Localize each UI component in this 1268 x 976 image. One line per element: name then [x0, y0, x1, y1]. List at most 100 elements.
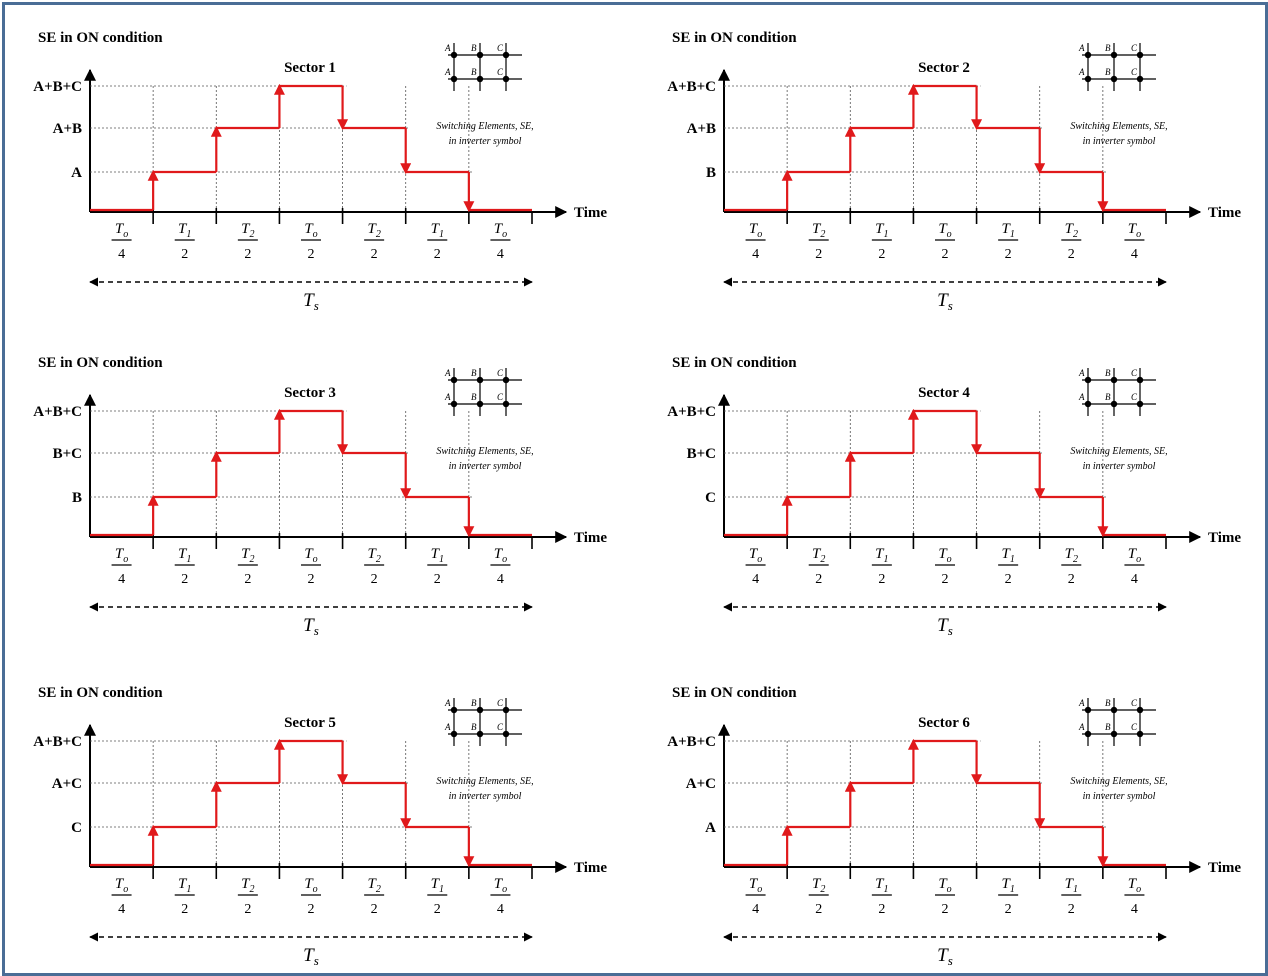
switch-letter: A: [444, 698, 451, 708]
switch-letter: A: [1078, 43, 1085, 53]
switch-node: [476, 706, 484, 714]
fraction-numerator: To: [749, 876, 762, 895]
fraction-numerator: T2: [367, 221, 380, 240]
switch-node: [1110, 400, 1118, 408]
legend-caption: in inverter symbol: [1083, 461, 1156, 472]
fraction-denominator: 2: [1068, 572, 1075, 587]
x-axis-label: Time: [1208, 530, 1241, 546]
fraction-denominator: 4: [752, 902, 759, 917]
x-axis-label: Time: [1208, 860, 1241, 876]
switch-letter: A: [1078, 698, 1085, 708]
switch-letter: A: [444, 392, 451, 402]
period-label: Ts: [937, 615, 953, 638]
fraction-denominator: 2: [815, 572, 822, 587]
switch-letter: B: [471, 698, 477, 708]
switch-letter: C: [497, 368, 504, 378]
fraction-numerator: To: [304, 876, 317, 895]
fraction-numerator: To: [749, 221, 762, 240]
switch-letter: B: [471, 43, 477, 53]
fraction-numerator: To: [938, 546, 951, 565]
fraction-denominator: 2: [878, 247, 885, 262]
legend-caption: Switching Elements, SE,: [1070, 446, 1167, 457]
sector-title: Sector 5: [284, 715, 336, 731]
fraction-numerator: T2: [812, 546, 825, 565]
legend-caption: in inverter symbol: [449, 136, 522, 147]
switch-letter: A: [444, 368, 451, 378]
y-level-label: A+C: [52, 776, 82, 792]
switch-node: [1084, 706, 1092, 714]
y-level-label: A+B+C: [33, 404, 82, 420]
y-level-label: A+B+C: [33, 734, 82, 750]
fraction-numerator: T1: [431, 221, 444, 240]
fraction-denominator: 2: [1005, 902, 1012, 917]
x-axis-label: Time: [574, 860, 607, 876]
sector-panel: SE in ON condition Sector 1 Time A A+B A+B+C T…: [33, 30, 607, 313]
fraction-numerator: T1: [1001, 221, 1014, 240]
switch-letter: A: [1078, 722, 1085, 732]
x-axis-label: Time: [574, 530, 607, 546]
fraction-numerator: To: [115, 546, 128, 565]
fraction-numerator: T1: [875, 546, 888, 565]
fraction-denominator: 2: [371, 247, 378, 262]
switch-letter: B: [471, 722, 477, 732]
fraction-numerator: To: [494, 546, 507, 565]
fraction-denominator: 4: [118, 572, 125, 587]
fraction-denominator: 4: [752, 572, 759, 587]
switch-letter: B: [1105, 698, 1111, 708]
fraction-numerator: To: [938, 221, 951, 240]
fraction-numerator: T1: [1001, 546, 1014, 565]
switch-node: [450, 706, 458, 714]
fraction-denominator: 2: [878, 902, 885, 917]
switch-node: [502, 376, 510, 384]
fraction-denominator: 2: [181, 247, 188, 262]
legend-caption: Switching Elements, SE,: [436, 121, 533, 132]
switch-letter: A: [1078, 67, 1085, 77]
switch-node: [502, 706, 510, 714]
y-level-label: A+B: [53, 121, 82, 137]
switch-node: [1084, 730, 1092, 738]
y-axis-label: SE in ON condition: [672, 355, 797, 371]
fraction-denominator: 2: [308, 902, 315, 917]
sector-panel: SE in ON condition Sector 2 Time B A+B A+B+C T…: [667, 30, 1241, 313]
fraction-numerator: To: [749, 546, 762, 565]
y-axis-label: SE in ON condition: [38, 685, 163, 701]
switch-letter: B: [1105, 67, 1111, 77]
legend-caption: Switching Elements, SE,: [1070, 776, 1167, 787]
fraction-numerator: T1: [178, 221, 191, 240]
fraction-numerator: To: [494, 876, 507, 895]
switch-legend: A A B B C C Switching Elements, SE, in inverter…: [436, 698, 534, 802]
sector-panel: SE in ON condition Sector 5 Time C A+C A+B+C T…: [33, 685, 607, 968]
fraction-numerator: To: [1128, 221, 1141, 240]
switch-letter: C: [1131, 67, 1138, 77]
fraction-numerator: T1: [875, 221, 888, 240]
y-level-label: A+C: [686, 776, 716, 792]
switch-node: [450, 730, 458, 738]
y-level-label: A+B+C: [667, 404, 716, 420]
switch-node: [1136, 400, 1144, 408]
fraction-numerator: To: [1128, 876, 1141, 895]
fraction-numerator: T2: [1065, 546, 1078, 565]
switch-letter: A: [444, 67, 451, 77]
switch-legend: A A B B C C Switching Elements, SE, in inverter…: [436, 368, 534, 472]
switch-letter: C: [497, 67, 504, 77]
switch-node: [1136, 706, 1144, 714]
switch-node: [476, 51, 484, 59]
y-level-label: B+C: [53, 446, 82, 462]
fraction-denominator: 2: [1005, 572, 1012, 587]
switch-letter: C: [1131, 43, 1138, 53]
fraction-denominator: 2: [244, 572, 251, 587]
fraction-numerator: T1: [1065, 876, 1078, 895]
fraction-denominator: 2: [942, 247, 949, 262]
y-level-label: C: [71, 820, 82, 836]
sector-title: Sector 6: [918, 715, 970, 731]
y-level-label: A+B+C: [667, 79, 716, 95]
switch-letter: B: [471, 368, 477, 378]
legend-caption: Switching Elements, SE,: [436, 776, 533, 787]
fraction-numerator: T2: [241, 221, 254, 240]
sector-title: Sector 3: [284, 385, 336, 401]
period-label: Ts: [303, 615, 319, 638]
fraction-denominator: 2: [942, 572, 949, 587]
fraction-denominator: 2: [181, 902, 188, 917]
